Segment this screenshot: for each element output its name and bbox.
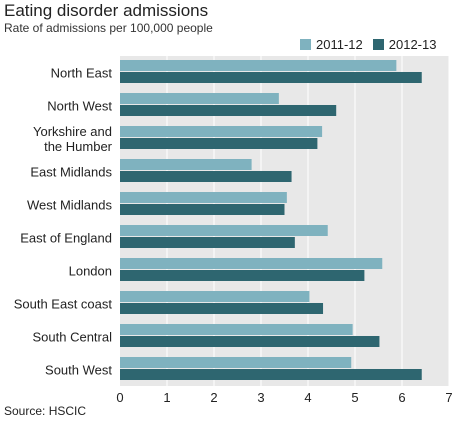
x-tick-label-5: 5 — [351, 390, 358, 405]
legend-label-2011-12: 2011-12 — [316, 37, 363, 52]
legend-item-2012-13: 2012-13 — [372, 37, 437, 52]
chart-title: Eating disorder admissions — [4, 1, 209, 20]
source-note: Source: HSCIC — [4, 404, 87, 418]
bar-south-east-coast-2011-12 — [120, 291, 310, 302]
legend-item-2011-12: 2011-12 — [300, 37, 363, 52]
x-tick-label-2: 2 — [210, 390, 217, 405]
x-tick-label-3: 3 — [257, 390, 264, 405]
bar-south-west-2012-13 — [120, 369, 422, 380]
x-tick-label-6: 6 — [398, 390, 405, 405]
bar-north-east-2011-12 — [120, 60, 397, 71]
category-label-london: London — [69, 264, 112, 279]
bar-north-east-2012-13 — [120, 72, 422, 83]
category-label-south-central: South Central — [33, 330, 113, 345]
bar-east-of-england-2012-13 — [120, 237, 295, 248]
bar-south-west-2011-12 — [120, 357, 352, 368]
category-label-yorkshire-and-the-humber: the Humber — [44, 139, 113, 154]
bar-east-midlands-2011-12 — [120, 159, 252, 170]
bar-east-of-england-2011-12 — [120, 225, 328, 236]
category-label-south-west: South West — [45, 363, 112, 378]
category-label-east-of-england: East of England — [20, 231, 112, 246]
bar-north-west-2011-12 — [120, 93, 279, 104]
bar-south-central-2012-13 — [120, 336, 380, 347]
x-tick-label-0: 0 — [116, 390, 123, 405]
category-label-south-east-coast: South East coast — [14, 297, 113, 312]
bar-yorkshire-and-the-humber-2011-12 — [120, 126, 323, 137]
x-tick-label-4: 4 — [304, 390, 311, 405]
legend: 2011-12 2012-13 — [300, 37, 446, 52]
bar-north-west-2012-13 — [120, 105, 337, 116]
bar-yorkshire-and-the-humber-2012-13 — [120, 138, 318, 149]
category-label-north-west: North West — [47, 99, 112, 114]
bar-south-central-2011-12 — [120, 324, 353, 335]
bar-west-midlands-2011-12 — [120, 192, 287, 203]
legend-swatch-2011-12 — [300, 39, 311, 50]
x-tick-label-7: 7 — [445, 390, 452, 405]
bar-west-midlands-2012-13 — [120, 204, 285, 215]
legend-label-2012-13: 2012-13 — [388, 37, 437, 52]
bar-south-east-coast-2012-13 — [120, 303, 324, 314]
category-label-west-midlands: West Midlands — [27, 198, 113, 213]
bar-east-midlands-2012-13 — [120, 171, 292, 182]
bar-london-2012-13 — [120, 270, 365, 281]
chart-subtitle: Rate of admissions per 100,000 people — [4, 21, 213, 35]
bar-london-2011-12 — [120, 258, 383, 269]
legend-swatch-2012-13 — [372, 39, 384, 50]
x-tick-label-1: 1 — [163, 390, 170, 405]
category-label-north-east: North East — [51, 66, 113, 81]
category-label-east-midlands: East Midlands — [30, 165, 112, 180]
category-label-yorkshire-and-the-humber: Yorkshire and — [33, 124, 112, 139]
